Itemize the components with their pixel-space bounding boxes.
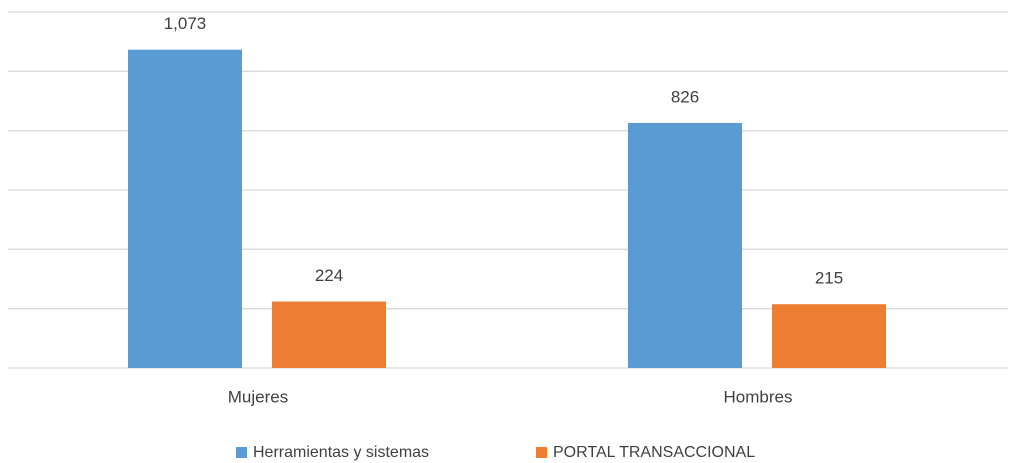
bar — [128, 49, 242, 368]
legend-swatch — [536, 447, 547, 458]
legend: Herramientas y sistemas PORTAL TRANSACCIO… — [236, 444, 755, 461]
bar — [772, 304, 886, 368]
bar — [272, 301, 386, 368]
x-tick-label: Mujeres — [228, 387, 288, 406]
data-label: 224 — [315, 266, 343, 285]
data-label: 215 — [815, 269, 843, 288]
data-label: 1,073 — [164, 14, 207, 33]
bar — [628, 122, 742, 368]
x-tick-label: Hombres — [724, 387, 793, 406]
legend-swatch — [236, 447, 247, 458]
data-label: 826 — [671, 87, 699, 106]
legend-label: PORTAL TRANSACCIONAL — [553, 444, 755, 461]
legend-label: Herramientas y sistemas — [253, 444, 429, 461]
